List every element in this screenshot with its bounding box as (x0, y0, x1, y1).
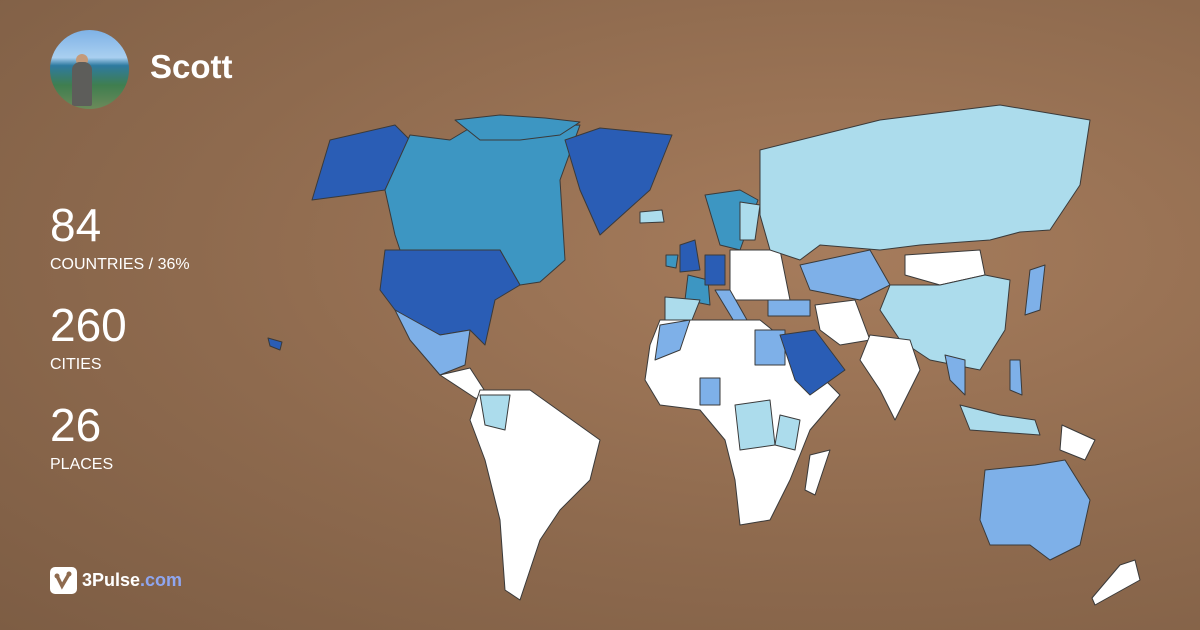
country-mexico (394, 309, 471, 376)
user-name: Scott (150, 48, 233, 85)
country-finland (739, 201, 761, 241)
country-congo (734, 399, 776, 451)
country-greenland (564, 127, 673, 236)
brand-tld: .com (140, 570, 183, 590)
country-russia (759, 104, 1091, 261)
country-egypt (754, 329, 786, 366)
country-papua (1059, 424, 1096, 461)
country-saudi-arabia (779, 329, 846, 396)
countries-label: COUNTRIES / 36% (50, 256, 190, 273)
country-indonesia (959, 404, 1041, 436)
country-colombia (479, 394, 511, 431)
country-germany (704, 254, 726, 286)
country-new-zealand (1091, 559, 1141, 606)
country-arctic-islands (454, 114, 581, 141)
country-philippines (1009, 359, 1023, 396)
country-australia (979, 459, 1091, 561)
country-morocco (654, 319, 691, 361)
cities-count: 260 (50, 299, 127, 351)
country-turkey (767, 299, 811, 317)
brand-logo[interactable]: 3Pulse.com (50, 567, 182, 594)
places-count: 26 (50, 399, 102, 451)
country-madagascar (804, 449, 831, 496)
pulse-logo-icon (50, 567, 77, 594)
country-east-europe (729, 249, 791, 301)
country-thailand (944, 354, 966, 396)
country-south-america (469, 389, 601, 601)
brand-name: 3Pulse (82, 570, 141, 590)
cities-label: CITIES (50, 356, 102, 373)
country-kazakhstan (799, 249, 891, 301)
avatar-body (72, 62, 92, 106)
country-france (684, 274, 711, 306)
avatar (50, 30, 129, 109)
country-iran (814, 299, 871, 346)
country-india (859, 334, 921, 421)
country-iceland (639, 209, 665, 224)
country-japan (1024, 264, 1046, 316)
country-usa (379, 249, 521, 346)
country-ireland (665, 254, 679, 269)
country-uk (679, 239, 701, 273)
countries-count: 84 (50, 199, 102, 251)
country-hawaii (267, 337, 283, 351)
places-label: PLACES (50, 456, 114, 473)
country-nigeria (699, 377, 721, 406)
country-east-africa (774, 414, 801, 451)
